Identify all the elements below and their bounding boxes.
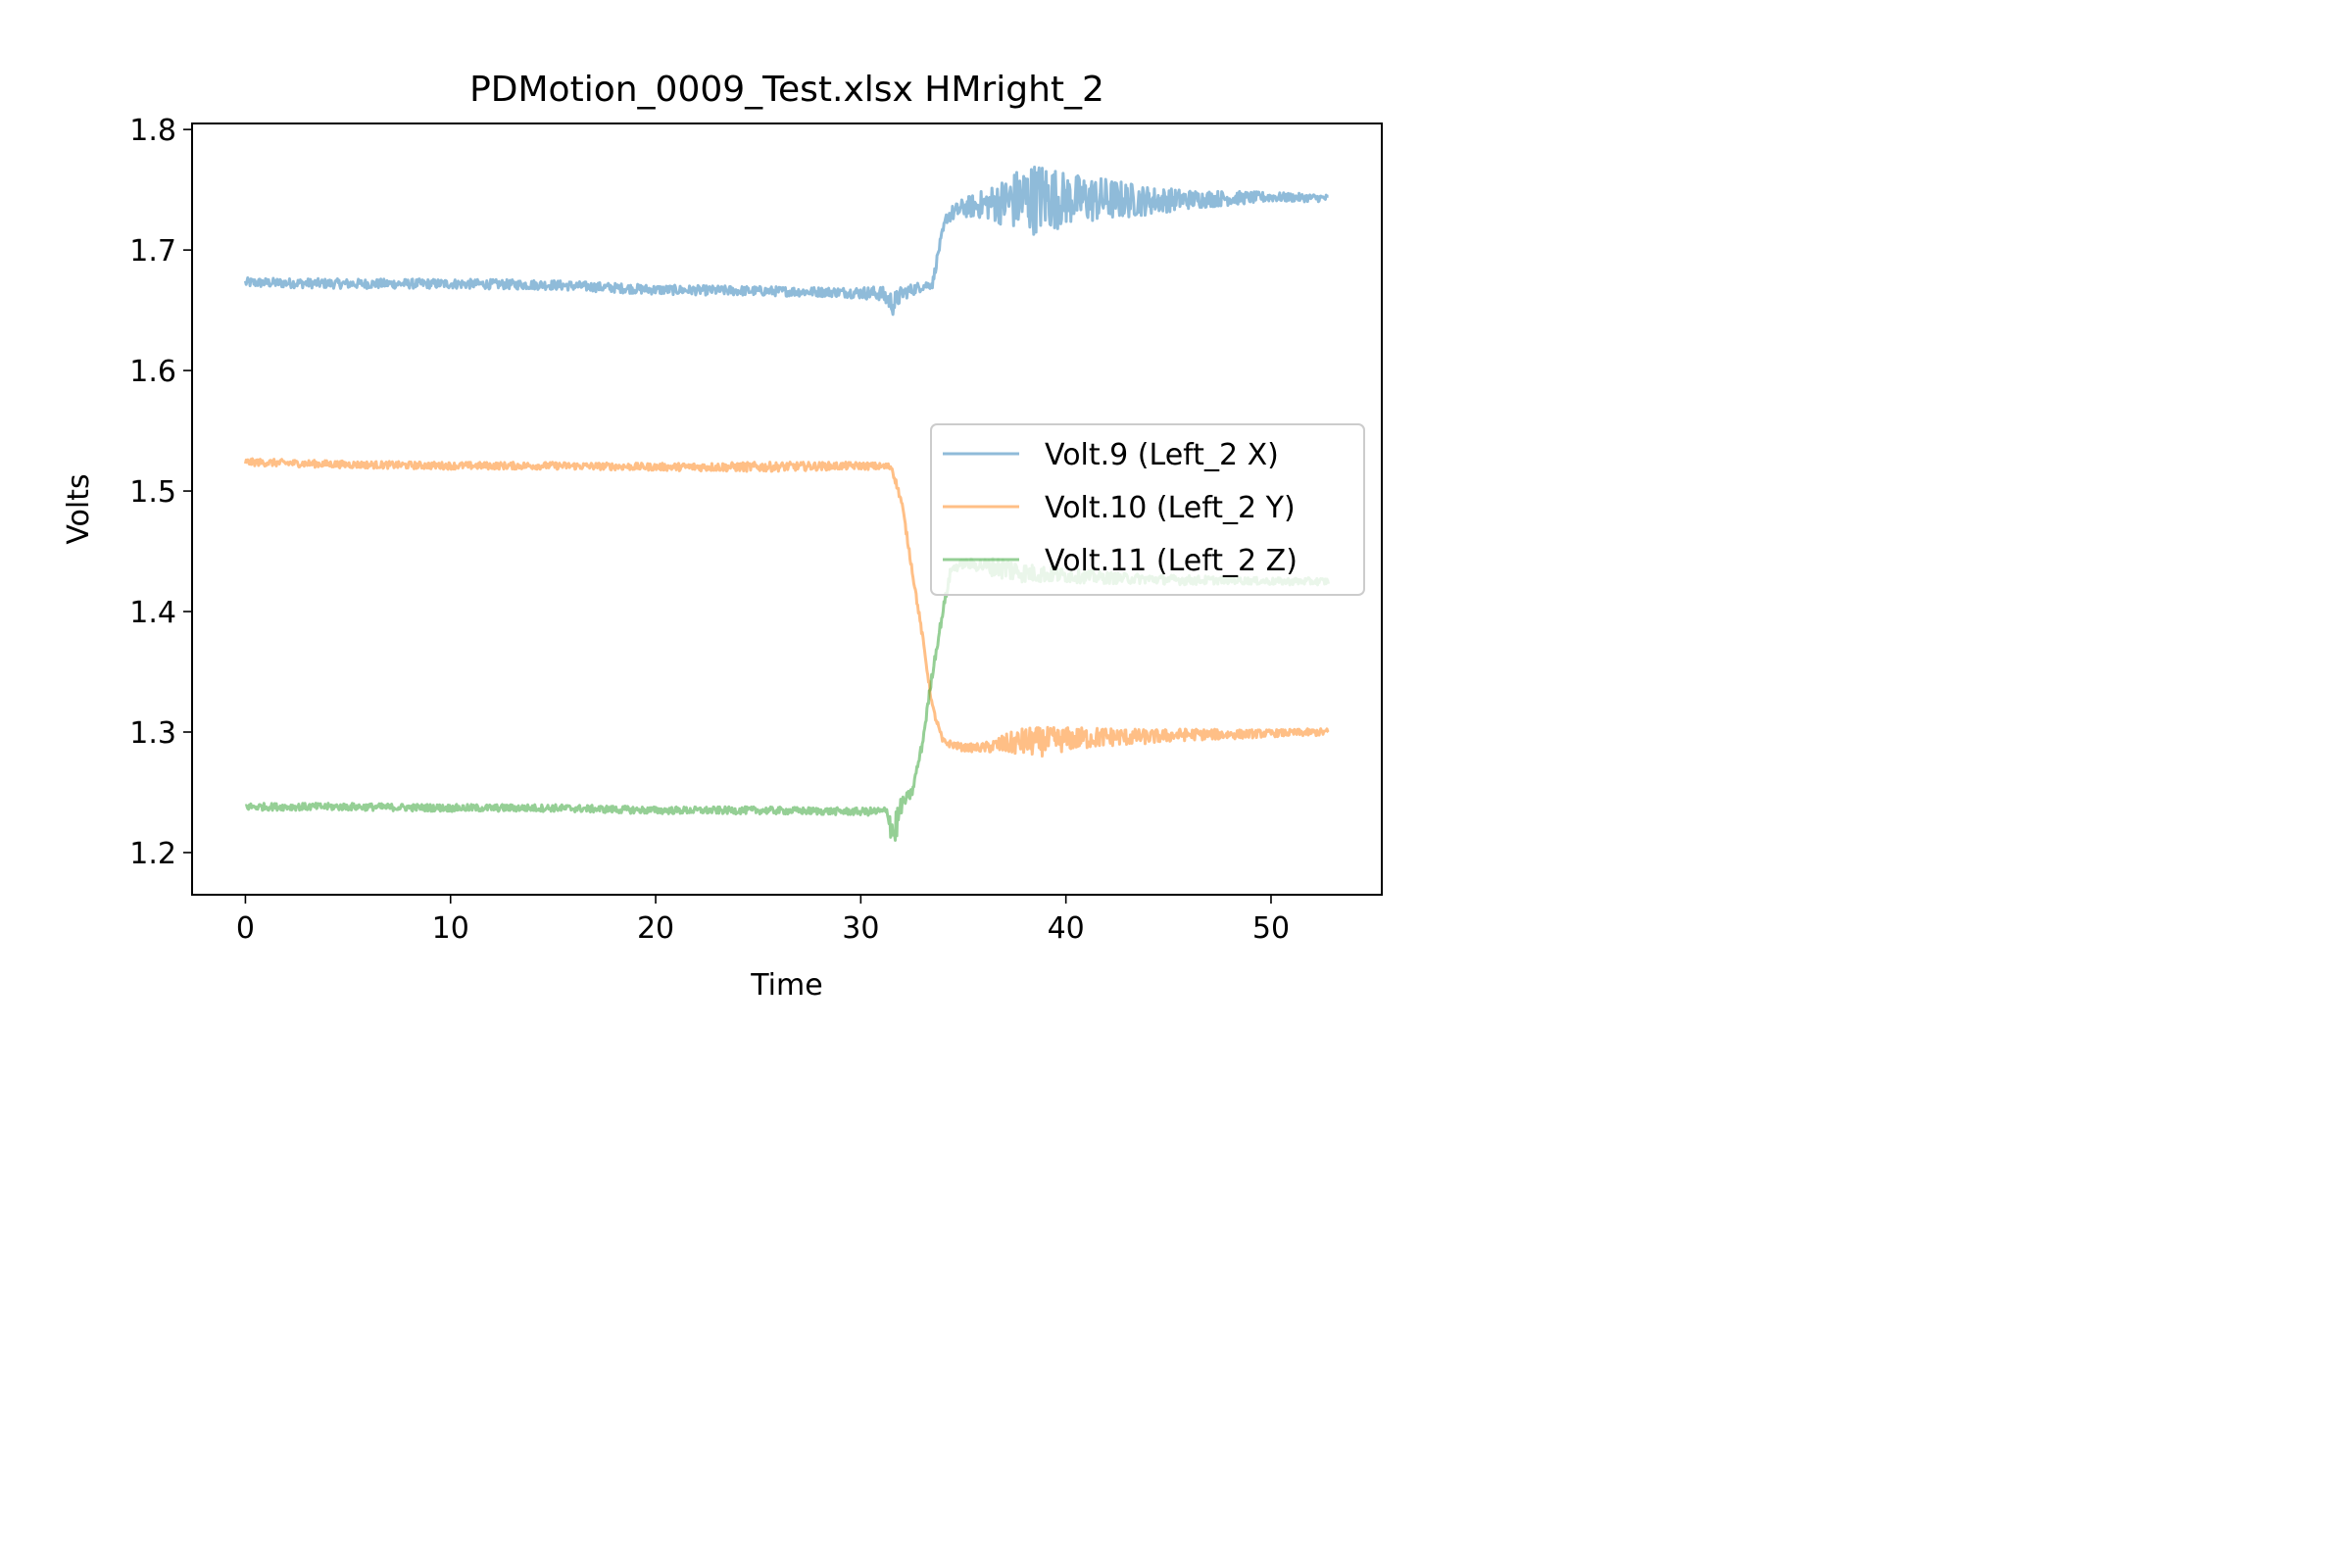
x-axis-label: Time <box>750 968 822 1003</box>
plot-area: 0 10 20 30 40 50 1.2 1.3 1.4 1.5 1.6 1.7 1.8 <box>129 114 1383 946</box>
legend-label-1: Volt.9 (Left_2 X) <box>1045 438 1279 472</box>
axes-frame <box>191 122 1383 896</box>
y-tick-label: 1.3 <box>129 716 176 751</box>
line-chart: PDMotion_0009_Test.xlsx HMright_2 0 10 20 3… <box>0 0 1511 1027</box>
y-tick-label: 1.7 <box>129 234 176 269</box>
legend-box <box>930 423 1365 596</box>
legend-label-2: Volt.10 (Left_2 Y) <box>1045 491 1296 525</box>
chart-title: PDMotion_0009_Test.xlsx HMright_2 <box>469 70 1104 110</box>
series-line-2 <box>243 457 1330 758</box>
x-tick-label: 10 <box>432 911 469 946</box>
y-axis: 1.2 1.3 1.4 1.5 1.6 1.7 1.8 <box>129 114 192 871</box>
y-tick-label: 1.4 <box>129 596 176 630</box>
x-axis: 0 10 20 30 40 50 <box>236 895 1290 946</box>
y-tick-label: 1.6 <box>129 355 176 389</box>
y-tick-label: 1.5 <box>129 475 176 510</box>
y-tick-label: 1.8 <box>129 114 176 148</box>
legend: Volt.9 (Left_2 X) Volt.10 (Left_2 Y) Volt.… <box>930 423 1365 596</box>
x-tick-label: 20 <box>637 911 674 946</box>
x-tick-label: 30 <box>842 911 879 946</box>
y-axis-label: Volts <box>62 473 96 544</box>
x-tick-label: 0 <box>236 911 255 946</box>
y-tick-label: 1.2 <box>129 837 176 871</box>
x-tick-label: 50 <box>1252 911 1290 946</box>
legend-label-3: Volt.11 (Left_2 Z) <box>1045 544 1298 578</box>
series-line-1 <box>243 165 1330 317</box>
x-tick-label: 40 <box>1048 911 1085 946</box>
